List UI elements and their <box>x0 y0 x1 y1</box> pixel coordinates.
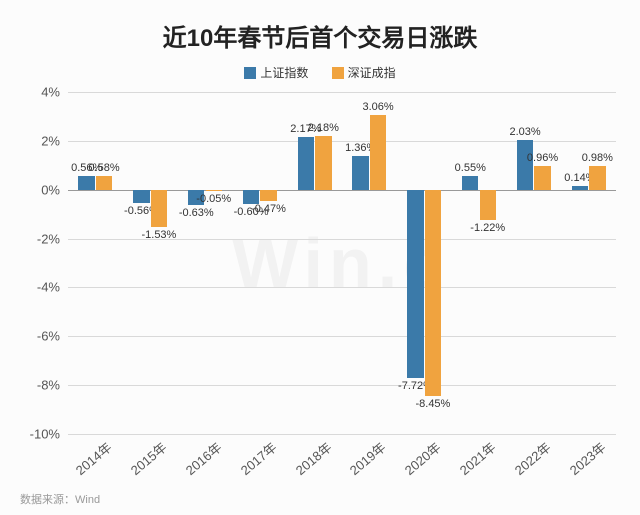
bar-value-label: -0.05% <box>196 193 231 205</box>
bar-shanghai <box>572 186 588 189</box>
bar-value-label: 3.06% <box>363 101 394 113</box>
chart-legend: 上证指数 深证成指 <box>0 64 640 82</box>
y-tick-label: -2% <box>0 231 60 246</box>
x-tick-label: 2016年 <box>181 437 225 479</box>
bar-value-label: -0.63% <box>179 207 214 219</box>
bars-layer: 0.56%0.58%-0.56%-1.53%-0.63%-0.05%-0.60%… <box>68 92 616 434</box>
legend-label-shenzhen: 深证成指 <box>348 64 396 81</box>
data-source: 数据来源：Wind <box>20 491 100 507</box>
x-tick-label: 2014年 <box>71 437 115 479</box>
bar-value-label: 0.58% <box>89 162 120 174</box>
bar-value-label: 2.03% <box>509 126 540 138</box>
bar-shanghai <box>517 140 533 190</box>
bar-shenzhen <box>480 190 496 220</box>
bar-value-label: 2.18% <box>308 122 339 134</box>
bar-shanghai <box>243 190 259 205</box>
x-tick-label: 2021年 <box>455 437 499 479</box>
bar-shenzhen <box>260 190 276 201</box>
y-tick-label: -8% <box>0 378 60 393</box>
legend-item-shanghai: 上证指数 <box>244 64 308 81</box>
x-tick-label: 2018年 <box>291 437 335 479</box>
bar-shanghai <box>352 156 368 189</box>
bar-shenzhen <box>425 190 441 396</box>
legend-swatch-shenzhen <box>332 67 344 79</box>
bar-shenzhen <box>534 166 550 189</box>
bar-value-label: -0.47% <box>251 203 286 215</box>
legend-item-shenzhen: 深证成指 <box>332 64 396 81</box>
x-tick-label: 2019年 <box>345 437 389 479</box>
x-tick-label: 2022年 <box>510 437 554 479</box>
legend-swatch-shanghai <box>244 67 256 79</box>
bar-shanghai <box>407 190 423 379</box>
gridline <box>68 434 616 435</box>
bar-value-label: -1.22% <box>470 222 505 234</box>
y-tick-label: 0% <box>0 182 60 197</box>
bar-value-label: 0.55% <box>455 162 486 174</box>
y-tick-label: -10% <box>0 427 60 442</box>
bar-shanghai <box>78 176 94 190</box>
bar-value-label: -8.45% <box>415 398 450 410</box>
bar-shanghai <box>462 176 478 189</box>
bar-value-label: 0.96% <box>527 152 558 164</box>
chart-title: 近10年春节后首个交易日涨跌 <box>0 18 640 53</box>
bar-value-label: -1.53% <box>141 229 176 241</box>
bar-shanghai <box>133 190 149 204</box>
bar-shenzhen <box>206 190 222 191</box>
bar-shenzhen <box>370 115 386 190</box>
legend-label-shanghai: 上证指数 <box>260 64 308 81</box>
bar-shenzhen <box>96 176 112 190</box>
y-tick-label: 2% <box>0 133 60 148</box>
bar-shenzhen <box>315 136 331 189</box>
chart-container: 近10年春节后首个交易日涨跌 上证指数 深证成指 Win.d 0.56%0.58… <box>0 0 640 515</box>
bar-shenzhen <box>589 166 605 190</box>
y-tick-label: -4% <box>0 280 60 295</box>
x-tick-label: 2020年 <box>400 437 444 479</box>
x-tick-label: 2015年 <box>126 437 170 479</box>
y-tick-label: -6% <box>0 329 60 344</box>
bar-shanghai <box>298 137 314 190</box>
x-tick-label: 2023年 <box>565 437 609 479</box>
plot-area: Win.d 0.56%0.58%-0.56%-1.53%-0.63%-0.05%… <box>68 92 616 434</box>
y-tick-label: 4% <box>0 85 60 100</box>
bar-shenzhen <box>151 190 167 227</box>
x-tick-label: 2017年 <box>236 437 280 479</box>
bar-value-label: 0.98% <box>582 152 613 164</box>
